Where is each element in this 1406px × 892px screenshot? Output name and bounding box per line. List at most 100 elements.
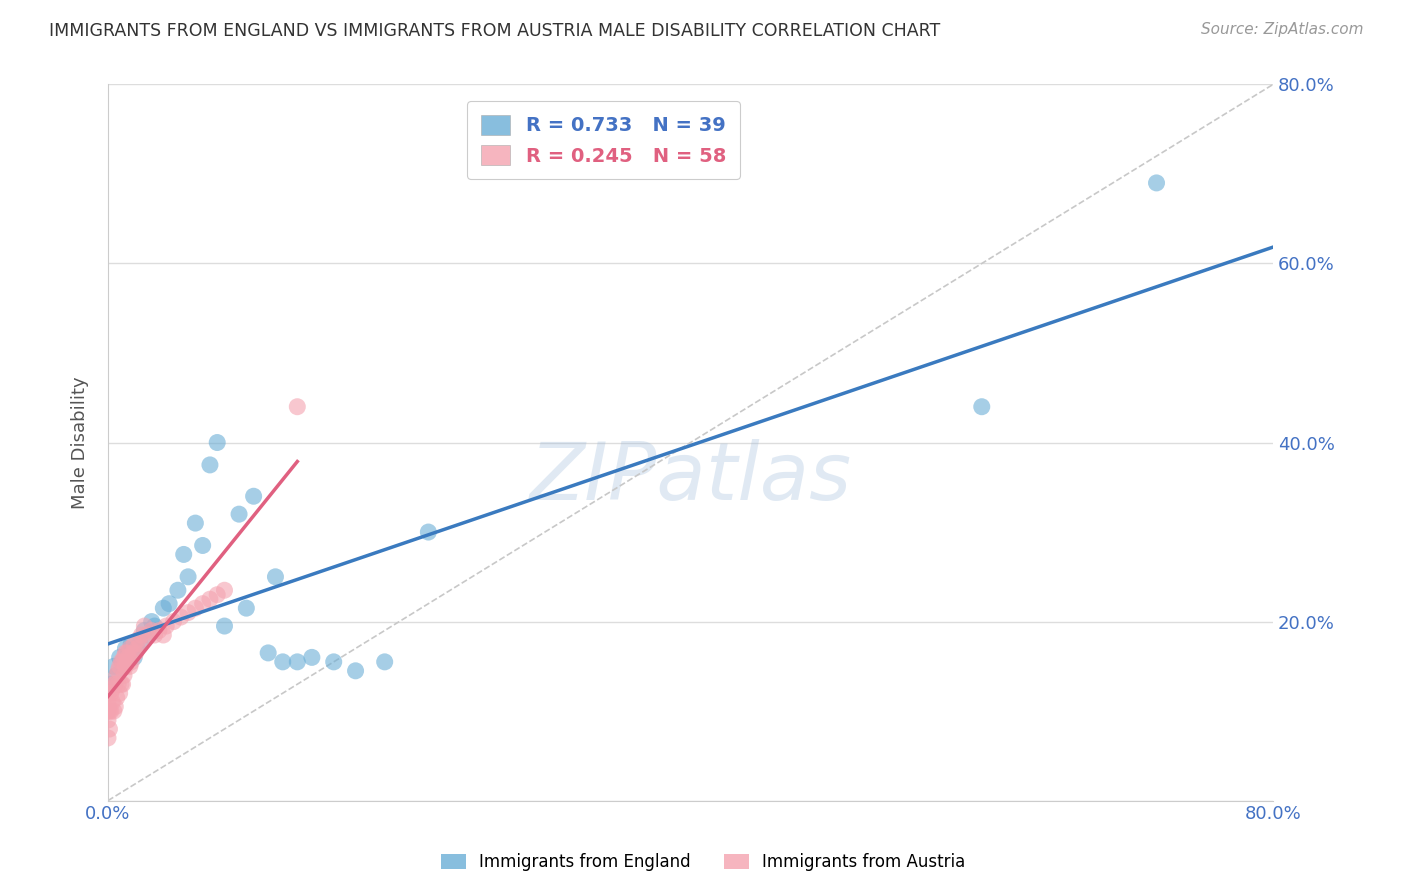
Point xyxy=(114,641,136,656)
Point xyxy=(242,489,264,503)
Point xyxy=(301,650,323,665)
Point xyxy=(205,588,228,602)
Point xyxy=(107,664,129,678)
Point xyxy=(97,731,120,745)
Point xyxy=(124,646,146,660)
Point xyxy=(128,632,150,647)
Point xyxy=(105,668,128,682)
Point xyxy=(111,655,134,669)
Point xyxy=(177,570,200,584)
Point xyxy=(131,628,153,642)
Point xyxy=(322,655,344,669)
Point xyxy=(129,637,152,651)
Point xyxy=(120,655,142,669)
Point xyxy=(112,668,135,682)
Point xyxy=(257,646,280,660)
Point xyxy=(115,646,138,660)
Point xyxy=(141,624,163,638)
Point xyxy=(115,655,138,669)
Point xyxy=(108,659,131,673)
Point xyxy=(107,677,129,691)
Point xyxy=(152,628,174,642)
Point xyxy=(110,677,132,691)
Point xyxy=(108,650,131,665)
Point xyxy=(170,610,193,624)
Text: IMMIGRANTS FROM ENGLAND VS IMMIGRANTS FROM AUSTRIA MALE DISABILITY CORRELATION C: IMMIGRANTS FROM ENGLAND VS IMMIGRANTS FR… xyxy=(49,22,941,40)
Point xyxy=(120,637,142,651)
Point xyxy=(1146,176,1168,190)
Point xyxy=(118,641,141,656)
Point xyxy=(970,400,993,414)
Point xyxy=(108,686,131,700)
Point xyxy=(271,655,294,669)
Point xyxy=(114,659,136,673)
Point xyxy=(143,628,166,642)
Point xyxy=(344,664,367,678)
Point xyxy=(98,704,121,718)
Point xyxy=(374,655,396,669)
Point xyxy=(97,704,120,718)
Point xyxy=(117,650,139,665)
Point xyxy=(235,601,257,615)
Point xyxy=(198,592,221,607)
Point xyxy=(103,677,125,691)
Point xyxy=(285,400,308,414)
Point xyxy=(418,524,440,539)
Point xyxy=(205,435,228,450)
Point xyxy=(105,668,128,682)
Legend: Immigrants from England, Immigrants from Austria: Immigrants from England, Immigrants from… xyxy=(432,845,974,880)
Point xyxy=(167,583,190,598)
Point xyxy=(105,690,128,705)
Point xyxy=(214,583,236,598)
Point xyxy=(111,655,134,669)
Point xyxy=(97,686,120,700)
Point xyxy=(104,699,127,714)
Text: ZIPatlas: ZIPatlas xyxy=(530,440,852,517)
Point xyxy=(129,637,152,651)
Point xyxy=(134,624,156,638)
Point xyxy=(101,681,124,696)
Point xyxy=(110,655,132,669)
Point xyxy=(100,677,122,691)
Point xyxy=(177,606,200,620)
Point xyxy=(98,722,121,736)
Point xyxy=(100,704,122,718)
Point xyxy=(103,659,125,673)
Y-axis label: Male Disability: Male Disability xyxy=(72,376,89,508)
Point xyxy=(285,655,308,669)
Point xyxy=(143,619,166,633)
Point xyxy=(97,713,120,727)
Point xyxy=(127,641,149,656)
Point xyxy=(122,637,145,651)
Point xyxy=(127,641,149,656)
Point xyxy=(117,646,139,660)
Point xyxy=(114,646,136,660)
Point xyxy=(228,507,250,521)
Point xyxy=(101,695,124,709)
Point xyxy=(155,619,177,633)
Point xyxy=(141,615,163,629)
Point xyxy=(152,601,174,615)
Text: Source: ZipAtlas.com: Source: ZipAtlas.com xyxy=(1201,22,1364,37)
Point xyxy=(97,695,120,709)
Point xyxy=(173,548,195,562)
Point xyxy=(112,650,135,665)
Legend: R = 0.733   N = 39, R = 0.245   N = 58: R = 0.733 N = 39, R = 0.245 N = 58 xyxy=(467,102,740,179)
Point xyxy=(104,677,127,691)
Point xyxy=(264,570,287,584)
Point xyxy=(162,615,184,629)
Point xyxy=(191,597,214,611)
Point xyxy=(121,646,143,660)
Point xyxy=(214,619,236,633)
Point xyxy=(134,619,156,633)
Point xyxy=(118,659,141,673)
Point xyxy=(138,628,160,642)
Point xyxy=(184,516,207,530)
Point xyxy=(111,677,134,691)
Point xyxy=(157,597,180,611)
Point xyxy=(191,539,214,553)
Point xyxy=(184,601,207,615)
Point xyxy=(103,704,125,718)
Point xyxy=(100,686,122,700)
Point xyxy=(136,628,159,642)
